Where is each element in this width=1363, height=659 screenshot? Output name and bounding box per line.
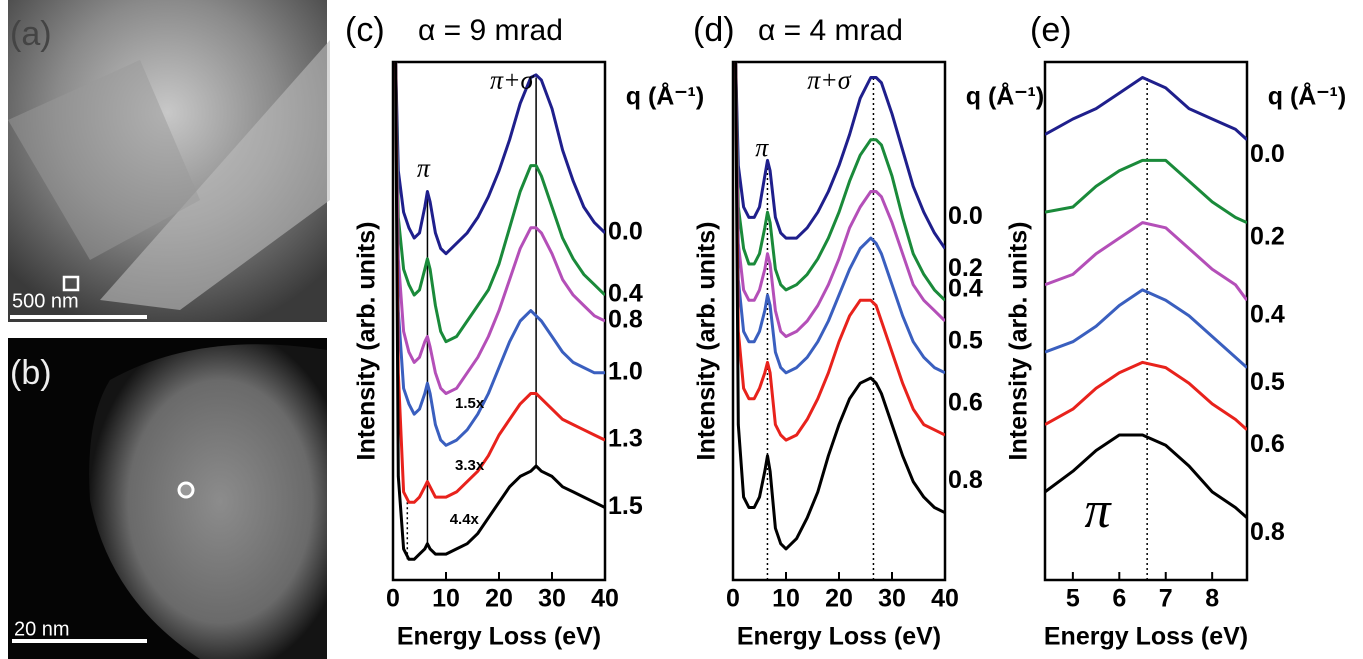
x-axis-label: Energy Loss (eV)	[1044, 623, 1248, 651]
x-tick-label: 8	[1205, 585, 1219, 613]
legend-label: 0.0	[608, 218, 643, 246]
series-line	[1045, 221, 1247, 302]
series-line	[734, 62, 945, 302]
annotation: π	[1084, 482, 1112, 539]
legend-label: 0.4	[1250, 300, 1285, 328]
series-line	[1045, 76, 1247, 141]
panel-label: (c)	[345, 11, 385, 49]
x-tick-label: 40	[931, 585, 959, 613]
legend-label: 0.6	[1250, 430, 1285, 458]
x-tick-label: 0	[726, 585, 740, 613]
legend-title: q (Å⁻¹)	[1268, 82, 1346, 111]
x-tick-label: 7	[1159, 585, 1173, 613]
plot-frame	[1043, 60, 1249, 582]
series-line	[734, 62, 945, 375]
panel-label: (a)	[10, 15, 52, 53]
legend-label: 1.3	[608, 425, 643, 453]
annotation: π	[755, 133, 769, 162]
annotation: 3.3x	[455, 457, 485, 474]
legend-label: 0.8	[608, 306, 643, 334]
legend-label: 0.5	[1250, 368, 1285, 396]
x-tick-label: 40	[591, 585, 619, 613]
annotation: π	[417, 154, 431, 183]
series-line	[394, 62, 605, 504]
y-axis-label: Intensity (arb. units)	[693, 222, 721, 461]
legend-label: 0.0	[1250, 140, 1285, 168]
series-line	[394, 62, 605, 256]
series-line	[394, 62, 605, 561]
legend-label: 0.2	[948, 254, 983, 282]
x-tick-label: 30	[538, 585, 566, 613]
scale-bar-label: 500 nm	[12, 290, 79, 312]
annotation: π+σ	[807, 66, 852, 95]
legend-label: 0.0	[948, 202, 983, 230]
x-tick-label: 10	[432, 585, 460, 613]
annotation: 1.5x	[455, 395, 485, 412]
legend-label: 1.5	[608, 492, 643, 520]
scale-bar-label: 20 nm	[14, 618, 70, 640]
series-line	[394, 62, 605, 395]
y-axis-label: Intensity (arb. units)	[1005, 222, 1033, 461]
legend-label: 0.4	[948, 275, 983, 303]
series-line	[394, 62, 605, 447]
chart-panel: (d) α = 4 mrad 0 10 20 30 40 Energy Loss (eV) In…	[693, 11, 1045, 651]
series-line	[734, 62, 945, 250]
chart-title: α = 4 mrad	[758, 14, 903, 47]
legend-label: 0.5	[948, 326, 983, 354]
chart-panel: (e) 5 6 7 8 Energy Loss (eV) Intensity (arb. u…	[1005, 11, 1347, 651]
x-tick-label: 5	[1066, 585, 1080, 613]
x-tick-label: 10	[772, 585, 800, 613]
series-line	[1045, 433, 1247, 519]
legend-label: 0.8	[948, 466, 983, 494]
x-tick-label: 6	[1112, 585, 1126, 613]
panel-label: (e)	[1030, 11, 1072, 49]
chart-title: α = 9 mrad	[418, 14, 563, 47]
legend-label: 0.8	[1250, 518, 1285, 546]
panel-label: (b)	[10, 354, 52, 392]
panel-label: (d)	[693, 11, 735, 49]
legend-label: 0.4	[608, 280, 643, 308]
x-tick-label: 20	[485, 585, 513, 613]
series-line	[1045, 288, 1247, 369]
y-axis-label: Intensity (arb. units)	[353, 222, 381, 461]
image-b: 20 nm (b)	[8, 338, 328, 659]
x-tick-label: 30	[878, 585, 906, 613]
x-axis-label: Energy Loss (eV)	[737, 623, 941, 651]
series-line	[1045, 158, 1247, 224]
image-a: 500 nm (a)	[8, 0, 330, 322]
legend-title: q (Å⁻¹)	[966, 82, 1044, 111]
series-line	[734, 62, 945, 551]
series-line	[734, 62, 945, 338]
x-axis-label: Energy Loss (eV)	[397, 623, 601, 651]
series-line	[394, 62, 605, 344]
annotation: 4.4x	[450, 511, 480, 528]
series-line	[1045, 360, 1247, 431]
legend-title: q (Å⁻¹)	[626, 82, 704, 111]
legend-label: 0.2	[1250, 223, 1285, 251]
series-line	[734, 62, 945, 442]
legend-label: 0.6	[948, 388, 983, 416]
x-tick-label: 20	[825, 585, 853, 613]
legend-label: 1.0	[608, 357, 643, 385]
x-tick-label: 0	[386, 585, 400, 613]
chart-panel: (c) α = 9 mrad 0 10 20 30 40 Energy Loss (eV) In…	[345, 11, 704, 651]
annotation: π+σ	[490, 66, 535, 95]
